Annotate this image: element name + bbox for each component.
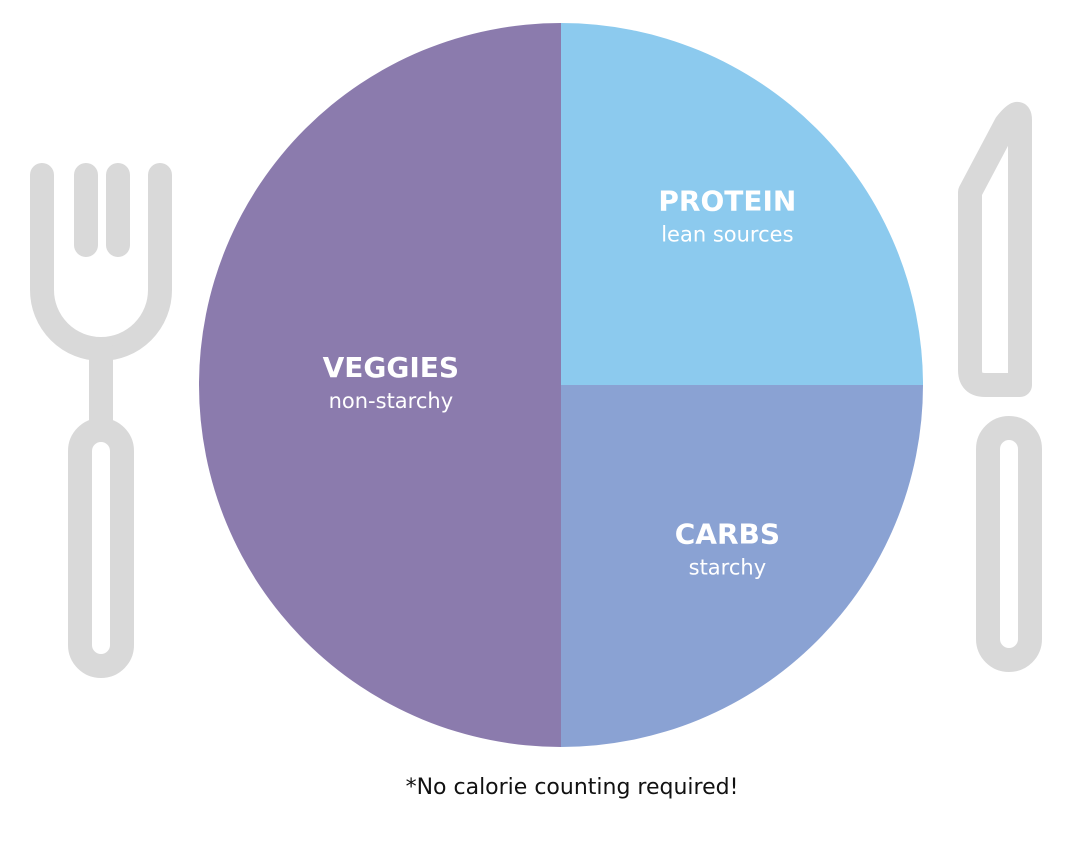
pie-slice [561,23,923,385]
pie-slice [561,385,923,747]
slice-sublabel: lean sources [661,223,793,247]
pie-slice [199,23,561,747]
note: *No calorie counting required! [406,775,739,800]
knife-icon [958,102,1042,672]
slice-label: VEGGIES [323,351,459,384]
pie: PROTEIN lean sources CARBS starchy VEGGIES no… [199,23,923,747]
slice-sublabel: non-starchy [329,389,454,413]
slice-label: CARBS [675,517,780,550]
slice-label: PROTEIN [658,185,796,218]
fork-icon [30,163,172,678]
slice-sublabel: starchy [689,555,767,579]
